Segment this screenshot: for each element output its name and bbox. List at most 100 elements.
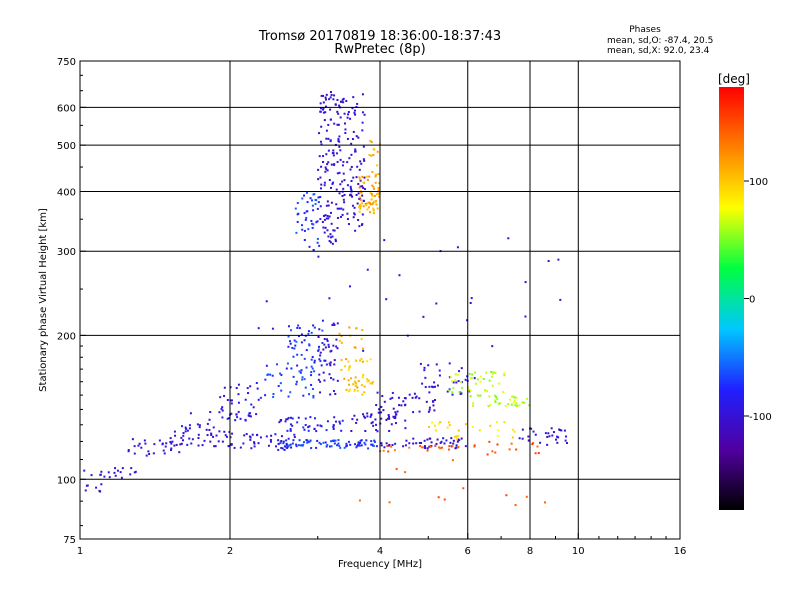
data-point: [319, 391, 322, 394]
data-point: [287, 335, 290, 338]
data-point: [272, 395, 275, 398]
y-tick-label: 100: [57, 475, 76, 486]
data-point: [456, 246, 459, 249]
data-point: [329, 241, 332, 244]
data-point: [257, 442, 260, 445]
data-point: [474, 382, 477, 385]
data-point: [355, 446, 358, 449]
data-point: [364, 443, 367, 446]
data-point: [329, 91, 332, 94]
data-point: [297, 416, 300, 419]
data-point: [548, 435, 551, 438]
data-point: [293, 433, 296, 436]
data-point: [289, 391, 292, 394]
data-point: [315, 430, 318, 433]
data-point: [547, 260, 550, 263]
data-point: [357, 441, 360, 444]
data-point: [513, 399, 516, 402]
data-point: [336, 444, 339, 447]
data-point: [221, 406, 224, 409]
data-point: [148, 453, 151, 456]
data-point: [319, 205, 322, 208]
data-point: [313, 417, 316, 420]
data-point: [116, 469, 119, 472]
data-point: [436, 438, 439, 441]
data-point: [404, 419, 407, 422]
data-point: [364, 203, 367, 206]
data-point: [366, 378, 369, 381]
data-point: [359, 441, 362, 444]
data-point: [437, 496, 440, 499]
colorbar: [719, 87, 744, 510]
data-point: [353, 206, 356, 209]
data-point: [328, 373, 331, 376]
data-point: [319, 102, 322, 105]
data-point: [490, 370, 493, 373]
data-point: [323, 338, 326, 341]
data-point: [370, 443, 373, 446]
data-point: [336, 347, 339, 350]
data-point: [296, 421, 299, 424]
data-point: [371, 443, 374, 446]
data-point: [369, 192, 372, 195]
data-point: [360, 162, 363, 165]
data-point: [303, 339, 306, 342]
data-point: [393, 416, 396, 419]
data-point: [354, 376, 357, 379]
data-point: [422, 315, 425, 318]
data-point: [325, 153, 328, 156]
data-point: [353, 109, 356, 112]
data-point: [277, 439, 280, 442]
data-point: [356, 444, 359, 447]
data-point: [386, 444, 389, 447]
data-point: [243, 434, 246, 437]
data-point: [341, 194, 344, 197]
data-point: [373, 439, 376, 442]
data-point: [362, 158, 365, 161]
data-point: [451, 391, 454, 394]
data-point: [158, 439, 161, 442]
data-point: [497, 402, 500, 405]
data-point: [338, 171, 341, 174]
data-point: [434, 399, 437, 402]
data-point: [325, 445, 328, 448]
data-point: [438, 374, 441, 377]
data-point: [550, 427, 553, 430]
data-point: [133, 452, 136, 455]
data-point: [494, 451, 497, 454]
data-point: [186, 429, 189, 432]
data-point: [293, 339, 296, 342]
data-point: [317, 349, 320, 352]
data-point: [333, 442, 336, 445]
data-point: [330, 377, 333, 380]
data-point: [363, 113, 366, 116]
data-point: [310, 447, 313, 450]
data-point: [367, 379, 370, 382]
data-point: [347, 368, 350, 371]
data-point: [371, 382, 374, 385]
data-point: [544, 501, 547, 504]
data-point: [464, 423, 467, 426]
data-point: [333, 94, 336, 97]
data-point: [439, 421, 442, 424]
data-point: [370, 413, 373, 416]
data-point: [355, 359, 358, 362]
data-point: [333, 163, 336, 166]
data-point: [114, 467, 117, 470]
data-point: [366, 268, 369, 271]
data-point: [296, 364, 299, 367]
data-point: [362, 413, 365, 416]
data-point: [311, 204, 314, 207]
data-point: [270, 434, 273, 437]
data-point: [359, 178, 362, 181]
data-point: [388, 429, 391, 432]
data-point: [349, 168, 352, 171]
data-point: [452, 442, 455, 445]
data-point: [303, 428, 306, 431]
data-point: [507, 402, 510, 405]
data-point: [318, 155, 321, 158]
data-point: [282, 440, 285, 443]
data-point: [305, 216, 308, 219]
data-point: [214, 445, 217, 448]
data-point: [343, 446, 346, 449]
